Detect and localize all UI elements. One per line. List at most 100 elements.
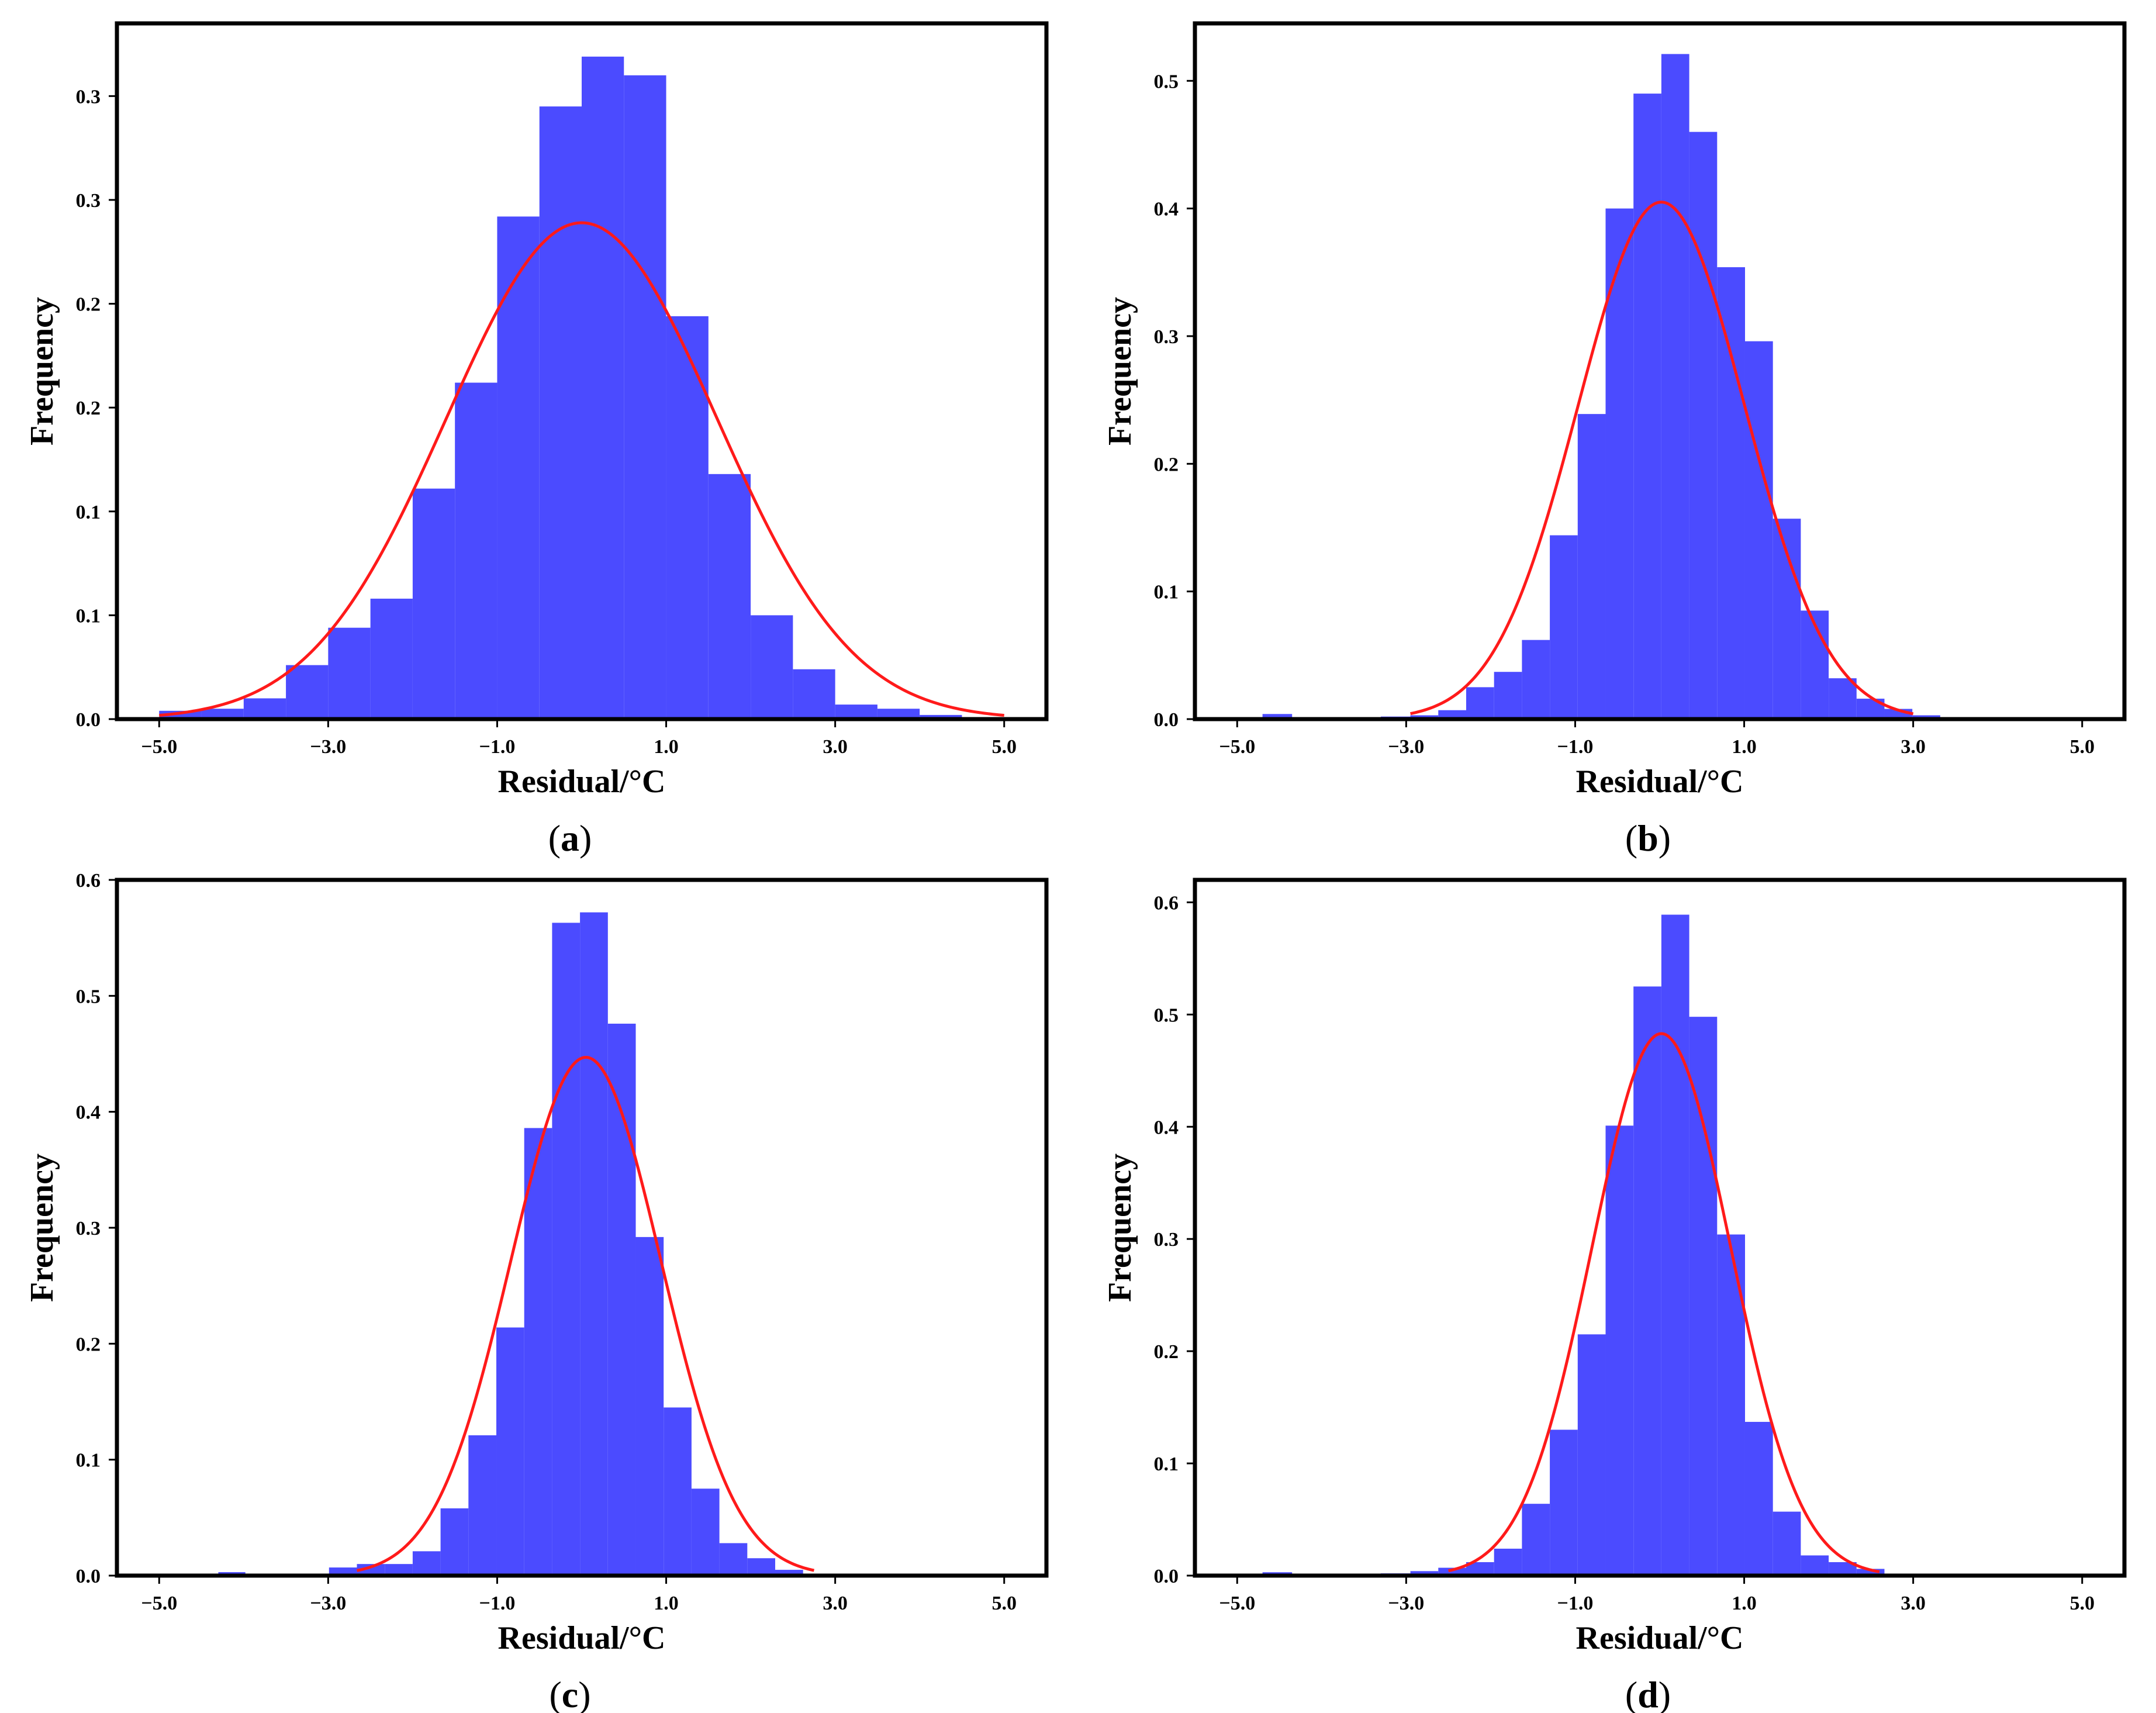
histogram-bar <box>691 1488 720 1576</box>
plot-frame <box>115 21 1049 721</box>
y-axis-label: Frequency <box>1102 1153 1138 1302</box>
y-tick-label: 0.1 <box>76 605 101 627</box>
y-tick-label: 0.2 <box>1154 1341 1179 1363</box>
histogram-bar <box>1717 267 1745 719</box>
x-tick-label: −5.0 <box>1219 1593 1255 1614</box>
histogram-bar <box>539 106 582 719</box>
y-tick-label: 0.4 <box>1154 1117 1179 1138</box>
histogram-bar <box>1801 1555 1829 1576</box>
x-tick-label: −5.0 <box>1219 736 1255 758</box>
x-tick-label: 1.0 <box>1732 736 1757 758</box>
y-tick-label: 0.4 <box>1154 199 1179 220</box>
y-tick-label: 0.2 <box>76 294 101 316</box>
histogram-bar <box>1633 986 1661 1576</box>
x-tick-label: −1.0 <box>479 1593 516 1614</box>
histogram-bars <box>1262 914 1885 1576</box>
panel-c-chart: −5.0 −3.0 −1.0 1.0 3.0 5.0 0.0 0.1 0.2 0.3 0.4 0.5 0… <box>24 870 1049 1713</box>
histogram-bar <box>1633 94 1661 719</box>
y-tick-label: 0.5 <box>1154 1004 1179 1026</box>
x-tick-label: 1.0 <box>654 1593 679 1614</box>
histogram-bar <box>1466 1562 1494 1576</box>
x-axis-label: Residual/°C <box>498 764 666 800</box>
histogram-bar <box>524 1128 552 1576</box>
histogram-bar <box>1661 914 1689 1576</box>
histogram-bar <box>328 627 371 719</box>
histogram-bar <box>835 704 877 719</box>
histogram-bar <box>1801 610 1829 719</box>
histogram-bar <box>1689 132 1718 720</box>
y-tick-label: 0.3 <box>1154 326 1179 348</box>
normal-fit-curve <box>357 1055 815 1572</box>
histogram-bar <box>497 216 540 719</box>
x-tick-label: −3.0 <box>1388 1593 1424 1614</box>
histogram-bar <box>607 1023 636 1576</box>
histogram-bar <box>747 1558 776 1576</box>
panel-caption: (a) <box>548 817 592 859</box>
histogram-bar <box>440 1508 469 1576</box>
histogram-bar <box>412 488 455 719</box>
x-tick-label: −3.0 <box>1388 736 1424 758</box>
y-tick-label: 0.1 <box>76 1450 101 1472</box>
panel-caption: (b) <box>1625 817 1671 859</box>
y-tick-label: 0.4 <box>76 1102 101 1124</box>
histogram-bar <box>243 698 286 719</box>
x-tick-label: −3.0 <box>310 1593 346 1614</box>
histogram-bar <box>201 709 244 719</box>
histogram-bars <box>159 56 962 720</box>
y-tick-label: 0.2 <box>1154 454 1179 475</box>
histogram-bar <box>1689 1017 1718 1576</box>
histogram-bar <box>1522 640 1550 719</box>
y-tick-label: 0.0 <box>76 1566 101 1587</box>
histogram-bar <box>775 1570 803 1576</box>
histogram-bar <box>1494 672 1522 719</box>
histogram-bar <box>1262 714 1293 719</box>
histogram-bar <box>1717 1234 1745 1576</box>
x-tick-label: 1.0 <box>1732 1593 1757 1614</box>
y-tick-label: 0.3 <box>76 86 101 108</box>
histogram-bar <box>412 1551 441 1576</box>
histogram-bars <box>1262 54 1940 720</box>
y-tick-label: 0.3 <box>1154 1229 1179 1251</box>
histogram-bar <box>624 75 666 720</box>
histogram-bar <box>385 1564 413 1576</box>
y-tick-label: 0.6 <box>76 870 101 892</box>
y-tick-label: 0.5 <box>1154 71 1179 92</box>
histogram-bar <box>370 598 413 719</box>
histogram-bar <box>1744 1422 1773 1576</box>
histogram-bar <box>1550 1429 1578 1576</box>
histogram-bar <box>1661 54 1689 719</box>
histogram-bar <box>1577 414 1606 719</box>
y-tick-label: 0.3 <box>76 1218 101 1239</box>
normal-fit-curve <box>159 221 1004 717</box>
histogram-bar <box>751 615 793 719</box>
histogram-bar <box>1494 1548 1522 1576</box>
plot-frame <box>1193 21 2127 721</box>
x-axis-label: Residual/°C <box>1576 1620 1744 1656</box>
x-tick-label: 3.0 <box>823 736 848 758</box>
y-tick-label: 0.5 <box>76 986 101 1007</box>
histogram-bar <box>580 912 608 1576</box>
x-axis-label: Residual/°C <box>1576 764 1744 800</box>
y-tick-label: 0.6 <box>1154 892 1179 914</box>
normal-fit-curve <box>1410 201 1914 716</box>
x-tick-label: −3.0 <box>310 736 346 758</box>
histogram-bar <box>1744 341 1773 719</box>
panel-caption: (c) <box>549 1674 590 1713</box>
histogram-bar <box>719 1543 748 1576</box>
x-tick-label: 3.0 <box>1901 736 1926 758</box>
y-axis-label: Frequency <box>24 1153 60 1302</box>
histogram-bar <box>793 669 835 719</box>
y-tick-label: 0.0 <box>76 709 101 731</box>
y-axis-label: Frequency <box>1102 297 1138 445</box>
panel-d-chart: −5.0 −3.0 −1.0 1.0 3.0 5.0 0.0 0.1 0.2 0.3 0.4 0.5 0… <box>1102 878 2127 1713</box>
y-tick-label: 0.1 <box>1154 1453 1179 1475</box>
x-tick-label: 3.0 <box>823 1593 848 1614</box>
y-tick-label: 0.0 <box>1154 1566 1179 1587</box>
x-axis-label: Residual/°C <box>498 1620 666 1656</box>
y-tick-label: 0.2 <box>76 1334 101 1355</box>
y-tick-label: 0.1 <box>1154 582 1179 603</box>
histogram-bar <box>1773 1511 1801 1576</box>
x-tick-label: −1.0 <box>1557 1593 1594 1614</box>
x-tick-label: −1.0 <box>1557 736 1594 758</box>
